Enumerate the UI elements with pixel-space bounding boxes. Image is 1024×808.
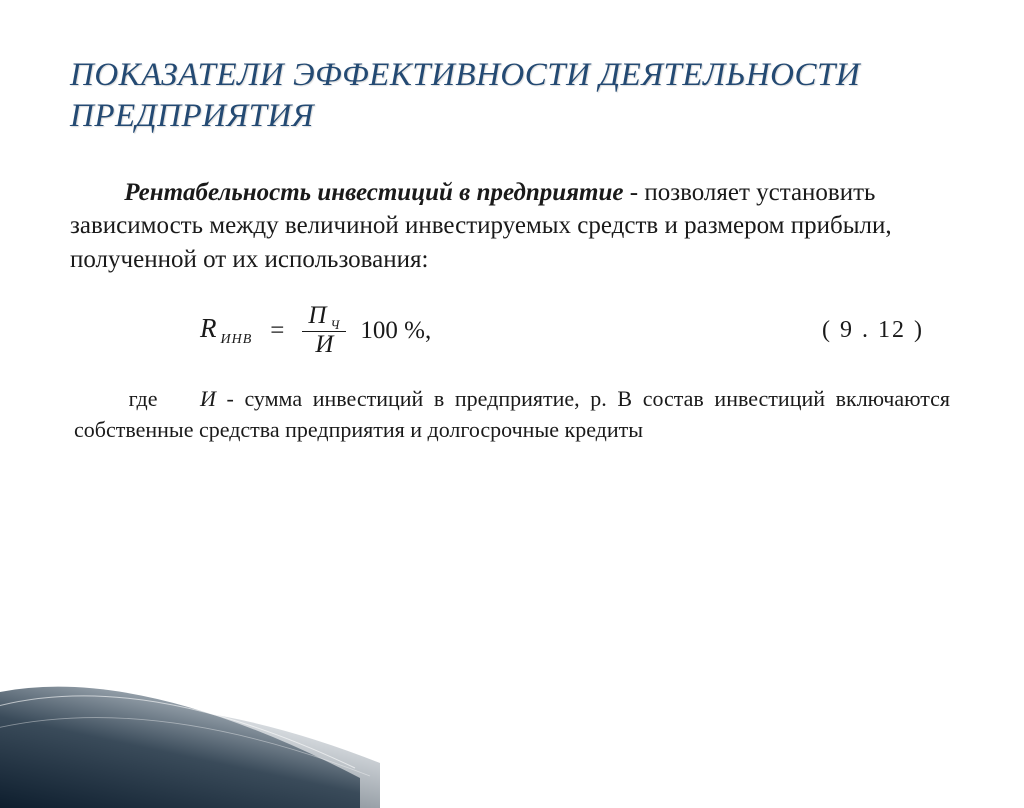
equals-sign: =	[270, 317, 284, 345]
formula-row: R ИНВ = ПЧ И 100 %, ( 9 . 12 )	[70, 303, 954, 359]
fraction: ПЧ И	[302, 303, 346, 359]
var-R-sub: ИНВ	[221, 332, 253, 347]
fraction-denominator: И	[309, 332, 339, 358]
intro-term: Рентабельность инвестиций в предприятие	[124, 179, 623, 206]
var-R: R	[200, 313, 217, 343]
explain-lead: где	[129, 386, 158, 411]
fraction-numerator: ПЧ	[302, 303, 346, 333]
equation-number: ( 9 . 12 )	[822, 317, 924, 344]
var-P: П	[308, 302, 326, 329]
formula-tail: 100 %,	[360, 317, 431, 345]
explanation-paragraph: где И - сумма инвестиций в предприятие, …	[70, 383, 954, 445]
intro-paragraph: Рентабельность инвестиций в предприятие …	[70, 176, 954, 277]
corner-decoration	[0, 608, 380, 808]
var-P-sub: Ч	[330, 317, 340, 332]
formula-lhs: R ИНВ	[200, 313, 252, 348]
var-I: И	[200, 386, 216, 411]
intro-dash: -	[624, 179, 645, 206]
formula: R ИНВ = ПЧ И 100 %,	[200, 303, 431, 359]
slide-title: ПОКАЗАТЕЛИ ЭФФЕКТИВНОСТИ ДЕЯТЕЛЬНОСТИ ПР…	[70, 55, 954, 138]
slide: ПОКАЗАТЕЛИ ЭФФЕКТИВНОСТИ ДЕЯТЕЛЬНОСТИ ПР…	[0, 0, 1024, 768]
